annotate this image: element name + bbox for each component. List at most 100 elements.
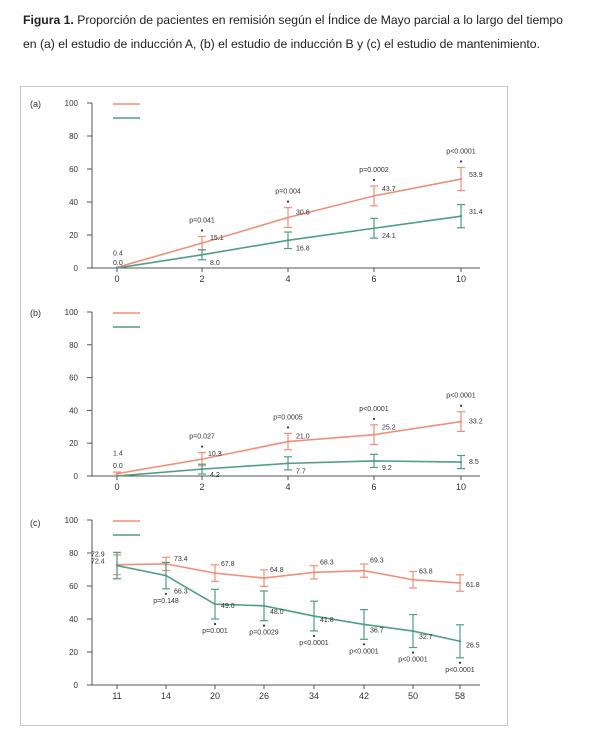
data-label: 0.0 (113, 463, 123, 470)
y-tick-label: 60 (69, 165, 78, 174)
y-tick-label: 40 (69, 615, 78, 624)
data-point (372, 459, 376, 463)
chart-panel-3: (c) 0 20 40 60 80 100 11 14 20 26 34 42 50 58 72.9 73.4 6… (30, 516, 480, 701)
chart-panel-1: (a) 0 20 40 60 80 100 0 2 4 6 10 0.4 15.1 30.6 43.7 53.9… (30, 99, 483, 284)
x-tick-label: 6 (371, 482, 376, 492)
y-tick-label: 20 (69, 231, 78, 240)
data-point (213, 602, 217, 606)
y-tick-label: 80 (69, 549, 78, 558)
panel-label: (a) (30, 99, 41, 109)
data-point (200, 457, 204, 461)
x-tick-label: 4 (285, 482, 290, 492)
significance-dot (372, 178, 376, 182)
p-value-annotation: p<0.0001 (398, 657, 427, 664)
data-point (115, 266, 119, 270)
significance-dot (213, 622, 217, 626)
data-label: 8.0 (210, 260, 220, 267)
data-label: 26.5 (466, 642, 480, 649)
significance-dot (459, 404, 463, 407)
data-label: 10.3 (208, 451, 222, 458)
panel-label: (b) (30, 308, 41, 318)
data-point (200, 241, 204, 245)
data-point (200, 253, 204, 256)
data-label: 72.4 (91, 559, 105, 566)
data-label: 0.0 (113, 260, 123, 267)
p-value-annotation: p<0.0001 (445, 667, 474, 674)
x-tick-label: 6 (371, 274, 376, 284)
y-tick-label: 100 (65, 308, 79, 317)
panel-label: (c) (30, 518, 41, 528)
x-tick-label: 50 (408, 691, 418, 701)
significance-dot (164, 592, 168, 595)
significance-dot (459, 160, 463, 163)
data-point (372, 433, 376, 436)
figure-frame (20, 86, 508, 726)
x-tick-label: 58 (455, 691, 465, 701)
data-label: 53.9 (469, 172, 483, 179)
figure-caption: Figura 1. Proporción de pacientes en rem… (23, 8, 568, 56)
y-tick-label: 20 (69, 439, 78, 448)
y-tick-label: 40 (69, 198, 78, 207)
x-tick-label: 20 (210, 691, 220, 701)
significance-dot (362, 643, 366, 646)
x-tick-label: 10 (456, 274, 466, 284)
data-point (458, 581, 462, 585)
series-line-2 (116, 564, 461, 643)
data-label: 61.8 (466, 582, 480, 589)
series-line-2 (116, 215, 462, 269)
chart-panel-2: (b) 0 20 40 60 80 100 0 2 4 6 10 1.4 10.3 21.0 25.2 33.2… (30, 308, 483, 492)
x-tick-label: 14 (161, 691, 171, 701)
data-point (164, 574, 168, 577)
data-point (372, 194, 376, 198)
data-point (312, 571, 316, 574)
x-tick-label: 2 (199, 482, 204, 492)
data-label: 31.4 (469, 209, 483, 216)
p-value-annotation: p<0.0001 (299, 640, 328, 647)
data-label: 7.7 (296, 468, 306, 475)
data-label: 9.2 (382, 465, 392, 472)
data-label: 32.7 (419, 634, 433, 641)
p-value-annotation: p<0.0001 (359, 406, 388, 413)
data-label: 67.8 (221, 561, 235, 568)
data-label: 66.3 (174, 589, 188, 596)
p-value-annotation: p<0.0001 (446, 393, 475, 400)
x-tick-label: 0 (114, 482, 119, 492)
y-tick-label: 40 (69, 406, 78, 415)
p-value-annotation: p=0.027 (189, 434, 215, 441)
data-point (286, 239, 290, 242)
data-label: 63.8 (419, 569, 433, 576)
data-point (459, 460, 463, 464)
data-point (115, 472, 119, 475)
data-label: 4.2 (210, 472, 220, 479)
significance-dot (200, 229, 204, 232)
x-tick-label: 10 (456, 482, 466, 492)
figure-caption-text: Proporción de pacientes en remisión segú… (23, 13, 563, 51)
x-tick-label: 34 (309, 691, 319, 701)
significance-dot (411, 651, 415, 654)
significance-dot (286, 200, 290, 203)
data-point (262, 576, 266, 580)
data-label: 16.8 (296, 245, 310, 252)
significance-dot (372, 417, 376, 420)
data-point (286, 462, 290, 465)
y-tick-label: 0 (74, 264, 79, 273)
figure-label: Figura 1. (23, 13, 74, 27)
data-label: 68.3 (320, 559, 334, 566)
p-value-annotation: p=0.148 (153, 598, 179, 605)
data-label: 43.7 (382, 186, 396, 193)
p-value-annotation: p=0.004 (275, 189, 301, 196)
significance-dot (312, 634, 316, 637)
data-label: 69.3 (370, 558, 384, 565)
data-point (459, 420, 463, 423)
p-value-annotation: p=0.041 (189, 217, 215, 224)
data-label: 1.4 (113, 451, 123, 458)
significance-dot (262, 624, 266, 627)
data-point (362, 569, 366, 572)
series-line-1 (116, 563, 461, 584)
data-label: 25.2 (382, 425, 396, 432)
data-label: 21.0 (296, 434, 310, 441)
y-tick-label: 60 (69, 374, 78, 383)
p-value-annotation: p=0.0029 (249, 630, 278, 637)
data-label: 0.4 (113, 250, 123, 257)
